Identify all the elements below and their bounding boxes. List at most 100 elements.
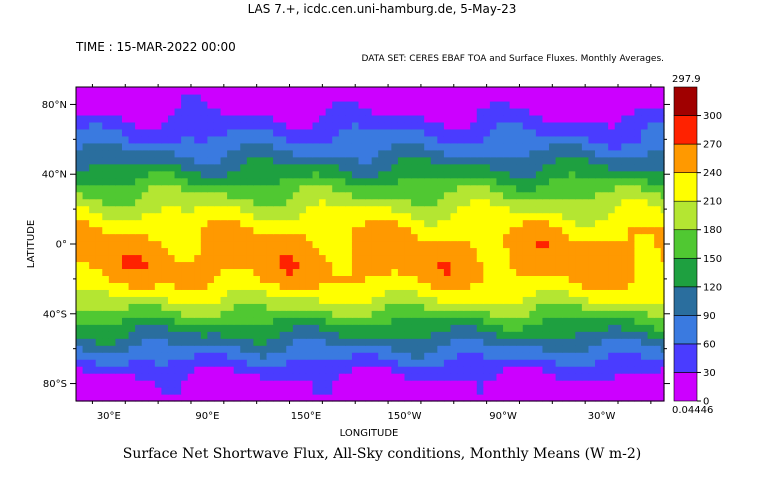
heat-cell — [312, 331, 320, 339]
heat-cell — [312, 233, 320, 242]
heat-cell — [614, 170, 622, 179]
heat-cell — [135, 289, 143, 297]
heat-cell — [411, 163, 419, 172]
heat-cell — [450, 128, 458, 137]
heat-cell — [535, 142, 544, 151]
heat-cell — [430, 170, 438, 179]
heat-cell — [397, 87, 406, 95]
heat-cell — [286, 317, 294, 325]
heat-cell — [549, 373, 557, 381]
heat-cell — [220, 366, 228, 374]
heat-cell — [529, 331, 537, 339]
heat-cell — [299, 366, 307, 374]
heat-cell — [568, 135, 576, 144]
heat-cell — [95, 282, 103, 290]
heat-cell — [542, 352, 550, 360]
heat-cell — [279, 338, 287, 346]
heat-cell — [614, 387, 622, 395]
heat-cell — [246, 282, 254, 290]
heat-cell — [614, 226, 622, 235]
heat-cell — [299, 191, 307, 200]
heat-cell — [108, 380, 117, 388]
heat-cell — [194, 345, 202, 353]
heat-cell — [627, 156, 636, 165]
heat-cell — [608, 87, 616, 95]
heat-cell — [614, 317, 622, 325]
heat-cell — [450, 121, 458, 130]
heat-cell — [457, 170, 465, 179]
heat-cell — [95, 303, 103, 311]
heat-cell — [253, 303, 261, 311]
heat-cell — [483, 324, 491, 332]
heat-cell — [588, 359, 596, 367]
heat-cell — [108, 107, 117, 116]
heat-cell — [627, 135, 636, 144]
heat-cell — [95, 296, 103, 304]
heat-cell — [148, 338, 156, 346]
heat-cell — [227, 345, 235, 353]
heat-cell — [391, 240, 399, 249]
heat-cell — [135, 324, 143, 332]
heat-cell — [115, 324, 123, 332]
heat-cell — [161, 142, 169, 151]
heat-cell — [365, 317, 373, 325]
heat-cell — [299, 289, 307, 297]
heat-cell — [555, 254, 563, 263]
heat-cell — [437, 212, 445, 221]
heat-cell — [483, 331, 491, 339]
heat-cell — [128, 331, 136, 339]
heat-cell — [325, 317, 333, 325]
heat-cell — [568, 226, 576, 235]
heat-cell — [470, 212, 478, 221]
heat-cell — [601, 324, 609, 332]
heat-cell — [516, 380, 524, 388]
heat-cell — [148, 135, 156, 144]
heat-cell — [608, 289, 616, 297]
heat-cell — [95, 373, 103, 381]
heat-cell — [397, 380, 406, 388]
heat-cell — [555, 338, 563, 346]
heat-cell — [135, 219, 143, 228]
heat-cell — [319, 373, 327, 381]
heat-cell — [411, 394, 419, 402]
heat-cell — [634, 303, 642, 311]
heat-cell — [167, 198, 176, 207]
heat-cell — [417, 366, 425, 374]
heat-cell — [614, 100, 622, 109]
heat-cell — [503, 296, 511, 304]
heat-cell — [568, 352, 576, 360]
heat-cell — [437, 387, 445, 395]
heat-cell — [89, 100, 97, 109]
heat-cell — [207, 268, 215, 276]
heat-cell — [581, 163, 590, 172]
heat-cell — [470, 87, 478, 95]
heat-cell — [627, 331, 636, 339]
heat-cell — [404, 121, 412, 130]
heat-cell — [391, 121, 399, 130]
heat-cell — [634, 338, 642, 346]
heat-cell — [95, 156, 103, 165]
heat-cell — [148, 296, 156, 304]
heat-cell — [529, 394, 537, 402]
heat-cell — [595, 261, 603, 270]
heat-cell — [76, 142, 84, 151]
heat-cell — [174, 359, 182, 367]
heat-cell — [443, 345, 452, 353]
heat-cell — [562, 142, 570, 151]
heat-cell — [253, 212, 261, 221]
heat-cell — [299, 142, 307, 151]
heat-cell — [213, 338, 222, 346]
heat-cell — [161, 282, 169, 290]
heat-cell — [108, 275, 117, 283]
heat-cell — [95, 87, 103, 95]
heat-cell — [660, 310, 665, 318]
heat-cell — [483, 268, 491, 276]
heat-cell — [279, 212, 287, 221]
heat-cell — [614, 275, 622, 283]
heat-cell — [246, 107, 254, 116]
heat-cell — [227, 247, 235, 256]
heat-cell — [266, 205, 274, 214]
heat-cell — [174, 191, 182, 200]
heat-cell — [443, 170, 452, 179]
heat-cell — [89, 149, 97, 158]
